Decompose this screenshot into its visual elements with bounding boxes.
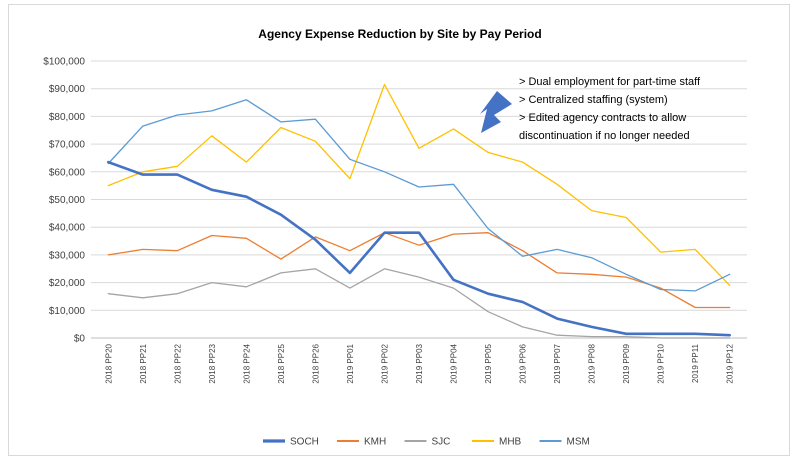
y-tick-label: $20,000 [49, 278, 86, 289]
x-tick-label: 2018 PP25 [277, 343, 286, 383]
x-tick-label: 2018 PP24 [242, 343, 251, 383]
legend: SOCH KMH SJC MHB MSM [263, 437, 590, 448]
y-tick-label: $60,000 [49, 167, 86, 178]
legend-label: MHB [499, 437, 522, 448]
chart-title: Agency Expense Reduction by Site by Pay … [258, 27, 541, 41]
annotation-line-2: > Centralized staffing (system) [519, 94, 668, 106]
annotation-line-4: discontinuation if no longer needed [519, 130, 690, 142]
gridlines [91, 60, 747, 339]
series-line-mhb [107, 83, 731, 287]
legend-label: SOCH [290, 437, 319, 448]
y-tick-label: $40,000 [49, 223, 86, 234]
y-tick-label: $50,000 [49, 195, 86, 206]
series-line-msm [107, 99, 731, 292]
x-tick-label: 2019 PP07 [553, 343, 562, 383]
x-tick-label: 2019 PP12 [726, 343, 735, 383]
x-tick-label: 2019 PP01 [346, 343, 355, 383]
y-tick-label: $100,000 [43, 57, 85, 68]
y-axis-ticks: $0 $10,000 $20,000 $30,000 $40,000 $50,000 $60… [43, 57, 85, 345]
series-line-kmh [107, 232, 731, 309]
chart-frame: Agency Expense Reduction by Site by Pay … [8, 4, 790, 456]
x-tick-label: 2018 PP20 [104, 343, 113, 383]
annotation-line-3: > Edited agency contracts to allow [519, 112, 686, 124]
y-tick-label: $10,000 [49, 306, 86, 317]
x-tick-label: 2019 PP05 [484, 343, 493, 383]
x-axis-ticks: 2018 PP20 2018 PP21 2018 PP22 2018 PP23 2018… [104, 343, 734, 383]
legend-label: KMH [364, 437, 386, 448]
y-tick-label: $30,000 [49, 250, 86, 261]
x-tick-label: 2019 PP02 [380, 343, 389, 383]
x-tick-label: 2019 PP08 [588, 343, 597, 383]
x-tick-label: 2018 PP26 [311, 343, 320, 383]
x-tick-label: 2018 PP21 [139, 343, 148, 383]
series-line-soch [107, 160, 732, 337]
x-tick-label: 2019 PP10 [657, 343, 666, 383]
down-arrow-icon [480, 91, 512, 133]
x-tick-label: 2019 PP03 [415, 343, 424, 383]
x-tick-label: 2019 PP09 [622, 343, 631, 383]
y-tick-label: $70,000 [49, 140, 86, 151]
y-tick-label: $0 [74, 334, 86, 345]
y-tick-label: $80,000 [49, 112, 86, 123]
series-lines [107, 83, 732, 339]
annotation: > Dual employment for part-time staff > … [480, 76, 701, 142]
x-tick-label: 2019 PP04 [450, 343, 459, 383]
x-tick-label: 2018 PP22 [173, 343, 182, 383]
y-tick-label: $90,000 [49, 84, 86, 95]
annotation-line-1: > Dual employment for part-time staff [519, 76, 701, 88]
legend-label: SJC [432, 437, 451, 448]
x-tick-label: 2019 PP11 [691, 343, 700, 383]
line-chart: Agency Expense Reduction by Site by Pay … [43, 27, 747, 448]
legend-label: MSM [567, 437, 590, 448]
x-tick-label: 2018 PP23 [208, 343, 217, 383]
series-line-sjc [107, 268, 731, 339]
x-tick-label: 2019 PP06 [519, 343, 528, 383]
